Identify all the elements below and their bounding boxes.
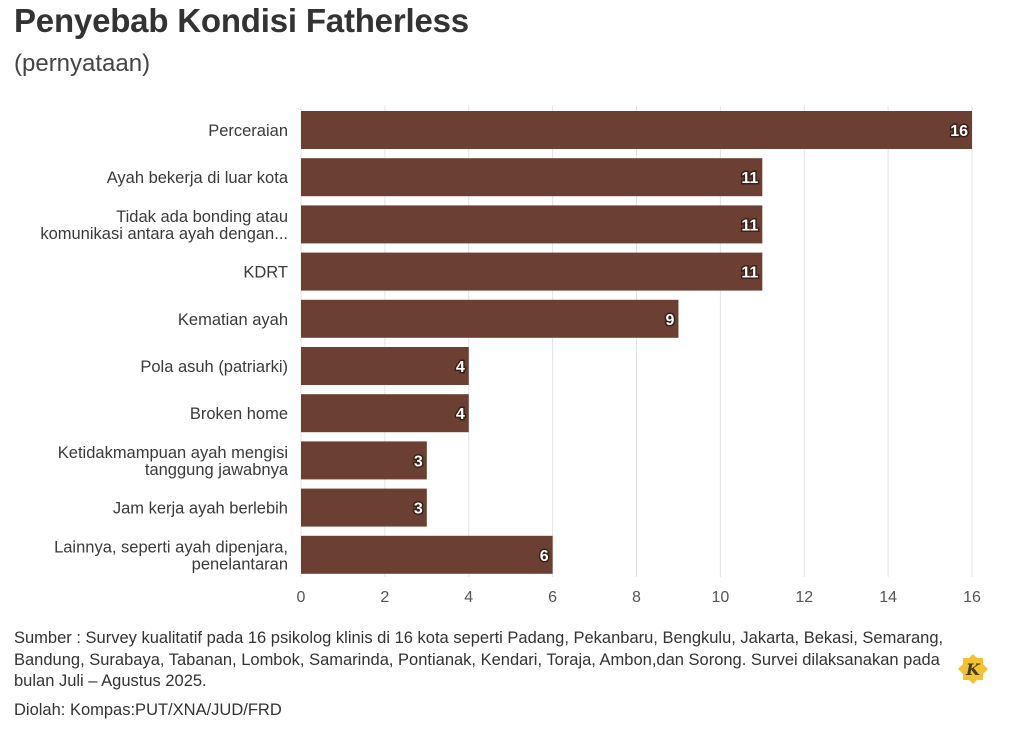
category-label: Jam kerja ayah berlebih [113, 500, 288, 518]
category-label-line: penelantaran [192, 555, 288, 573]
category-label: KDRT [243, 264, 288, 282]
category-label-line: Jam kerja ayah berlebih [113, 500, 288, 518]
x-axis-ticks: 0 2 4 6 8 10 12 14 16 [297, 589, 981, 606]
category-labels: Perceraian Ayah bekerja di luar kota Tidak… [40, 122, 288, 573]
x-tick-label: 14 [879, 589, 897, 606]
bar [301, 488, 427, 527]
category-label-line: Perceraian [208, 122, 288, 140]
bar-layer: 16 11 11 11 9 4 4 3 3 6 [301, 111, 972, 574]
logo-badge-shape [958, 654, 988, 684]
bar [301, 158, 763, 197]
source-note: Sumber : Survey kualitatif pada 16 psiko… [14, 629, 944, 690]
category-label-line: Broken home [190, 405, 288, 423]
bar-chart: 16 11 11 11 9 4 4 3 3 6 Perceraian Ayah bekerja di… [40, 106, 981, 606]
bar-value-label: 9 [666, 312, 675, 329]
x-tick-label: 16 [963, 589, 981, 606]
chart-title: Penyebab Kondisi Fatherless [14, 2, 469, 39]
bar [301, 299, 679, 338]
bar [301, 394, 469, 433]
category-label: Ketidakmampuan ayah mengisi tanggung jawa… [58, 444, 289, 479]
category-label-line: Ketidakmampuan ayah mengisi [58, 444, 288, 462]
logo-letter: K [965, 660, 981, 679]
category-label-line: Lainnya, seperti ayah dipenjara, [54, 538, 288, 556]
bar-value-label: 16 [950, 123, 968, 140]
x-tick-label: 2 [380, 589, 389, 606]
category-label: Broken home [190, 405, 288, 423]
bar-value-label: 3 [414, 501, 423, 518]
bar [301, 347, 469, 385]
category-label-line: komunikasi antara ayah dengan... [40, 225, 288, 243]
category-label: Perceraian [208, 122, 288, 140]
bar-value-label: 4 [456, 359, 465, 376]
x-tick-label: 0 [297, 589, 306, 606]
category-label-line: tanggung jawabnya [145, 461, 289, 479]
category-label: Lainnya, seperti ayah dipenjara, penelant… [54, 538, 288, 573]
x-tick-label: 4 [464, 589, 473, 606]
credit-note: Diolah: Kompas:PUT/XNA/JUD/FRD [14, 701, 282, 719]
category-label-line: Tidak ada bonding atau [116, 208, 288, 226]
x-tick-label: 10 [711, 589, 729, 606]
bar-value-label: 4 [456, 406, 465, 423]
bar-value-label: 11 [741, 170, 758, 187]
bar [301, 535, 553, 574]
bar-value-label: 11 [741, 265, 758, 282]
category-label-line: Kematian ayah [178, 311, 288, 329]
chart-subtitle: (pernyataan) [14, 50, 151, 77]
category-label-line: Ayah bekerja di luar kota [107, 169, 289, 187]
kompas-logo-icon: K [958, 654, 988, 684]
category-label: Pola asuh (patriarki) [140, 358, 288, 376]
x-tick-label: 8 [632, 589, 641, 606]
category-label: Kematian ayah [178, 311, 288, 329]
category-label-line: KDRT [243, 264, 288, 282]
bar [301, 205, 763, 244]
bar [301, 441, 427, 480]
bar-value-label: 3 [414, 453, 423, 470]
x-tick-label: 6 [548, 589, 557, 606]
category-label-line: Pola asuh (patriarki) [140, 358, 288, 376]
bar-value-label: 6 [540, 548, 549, 565]
bar-value-label: 11 [741, 217, 758, 234]
x-tick-label: 12 [795, 589, 813, 606]
category-label: Ayah bekerja di luar kota [107, 169, 289, 187]
bar [301, 111, 972, 149]
category-label: Tidak ada bonding atau komunikasi antara … [40, 208, 288, 243]
bar [301, 252, 763, 291]
